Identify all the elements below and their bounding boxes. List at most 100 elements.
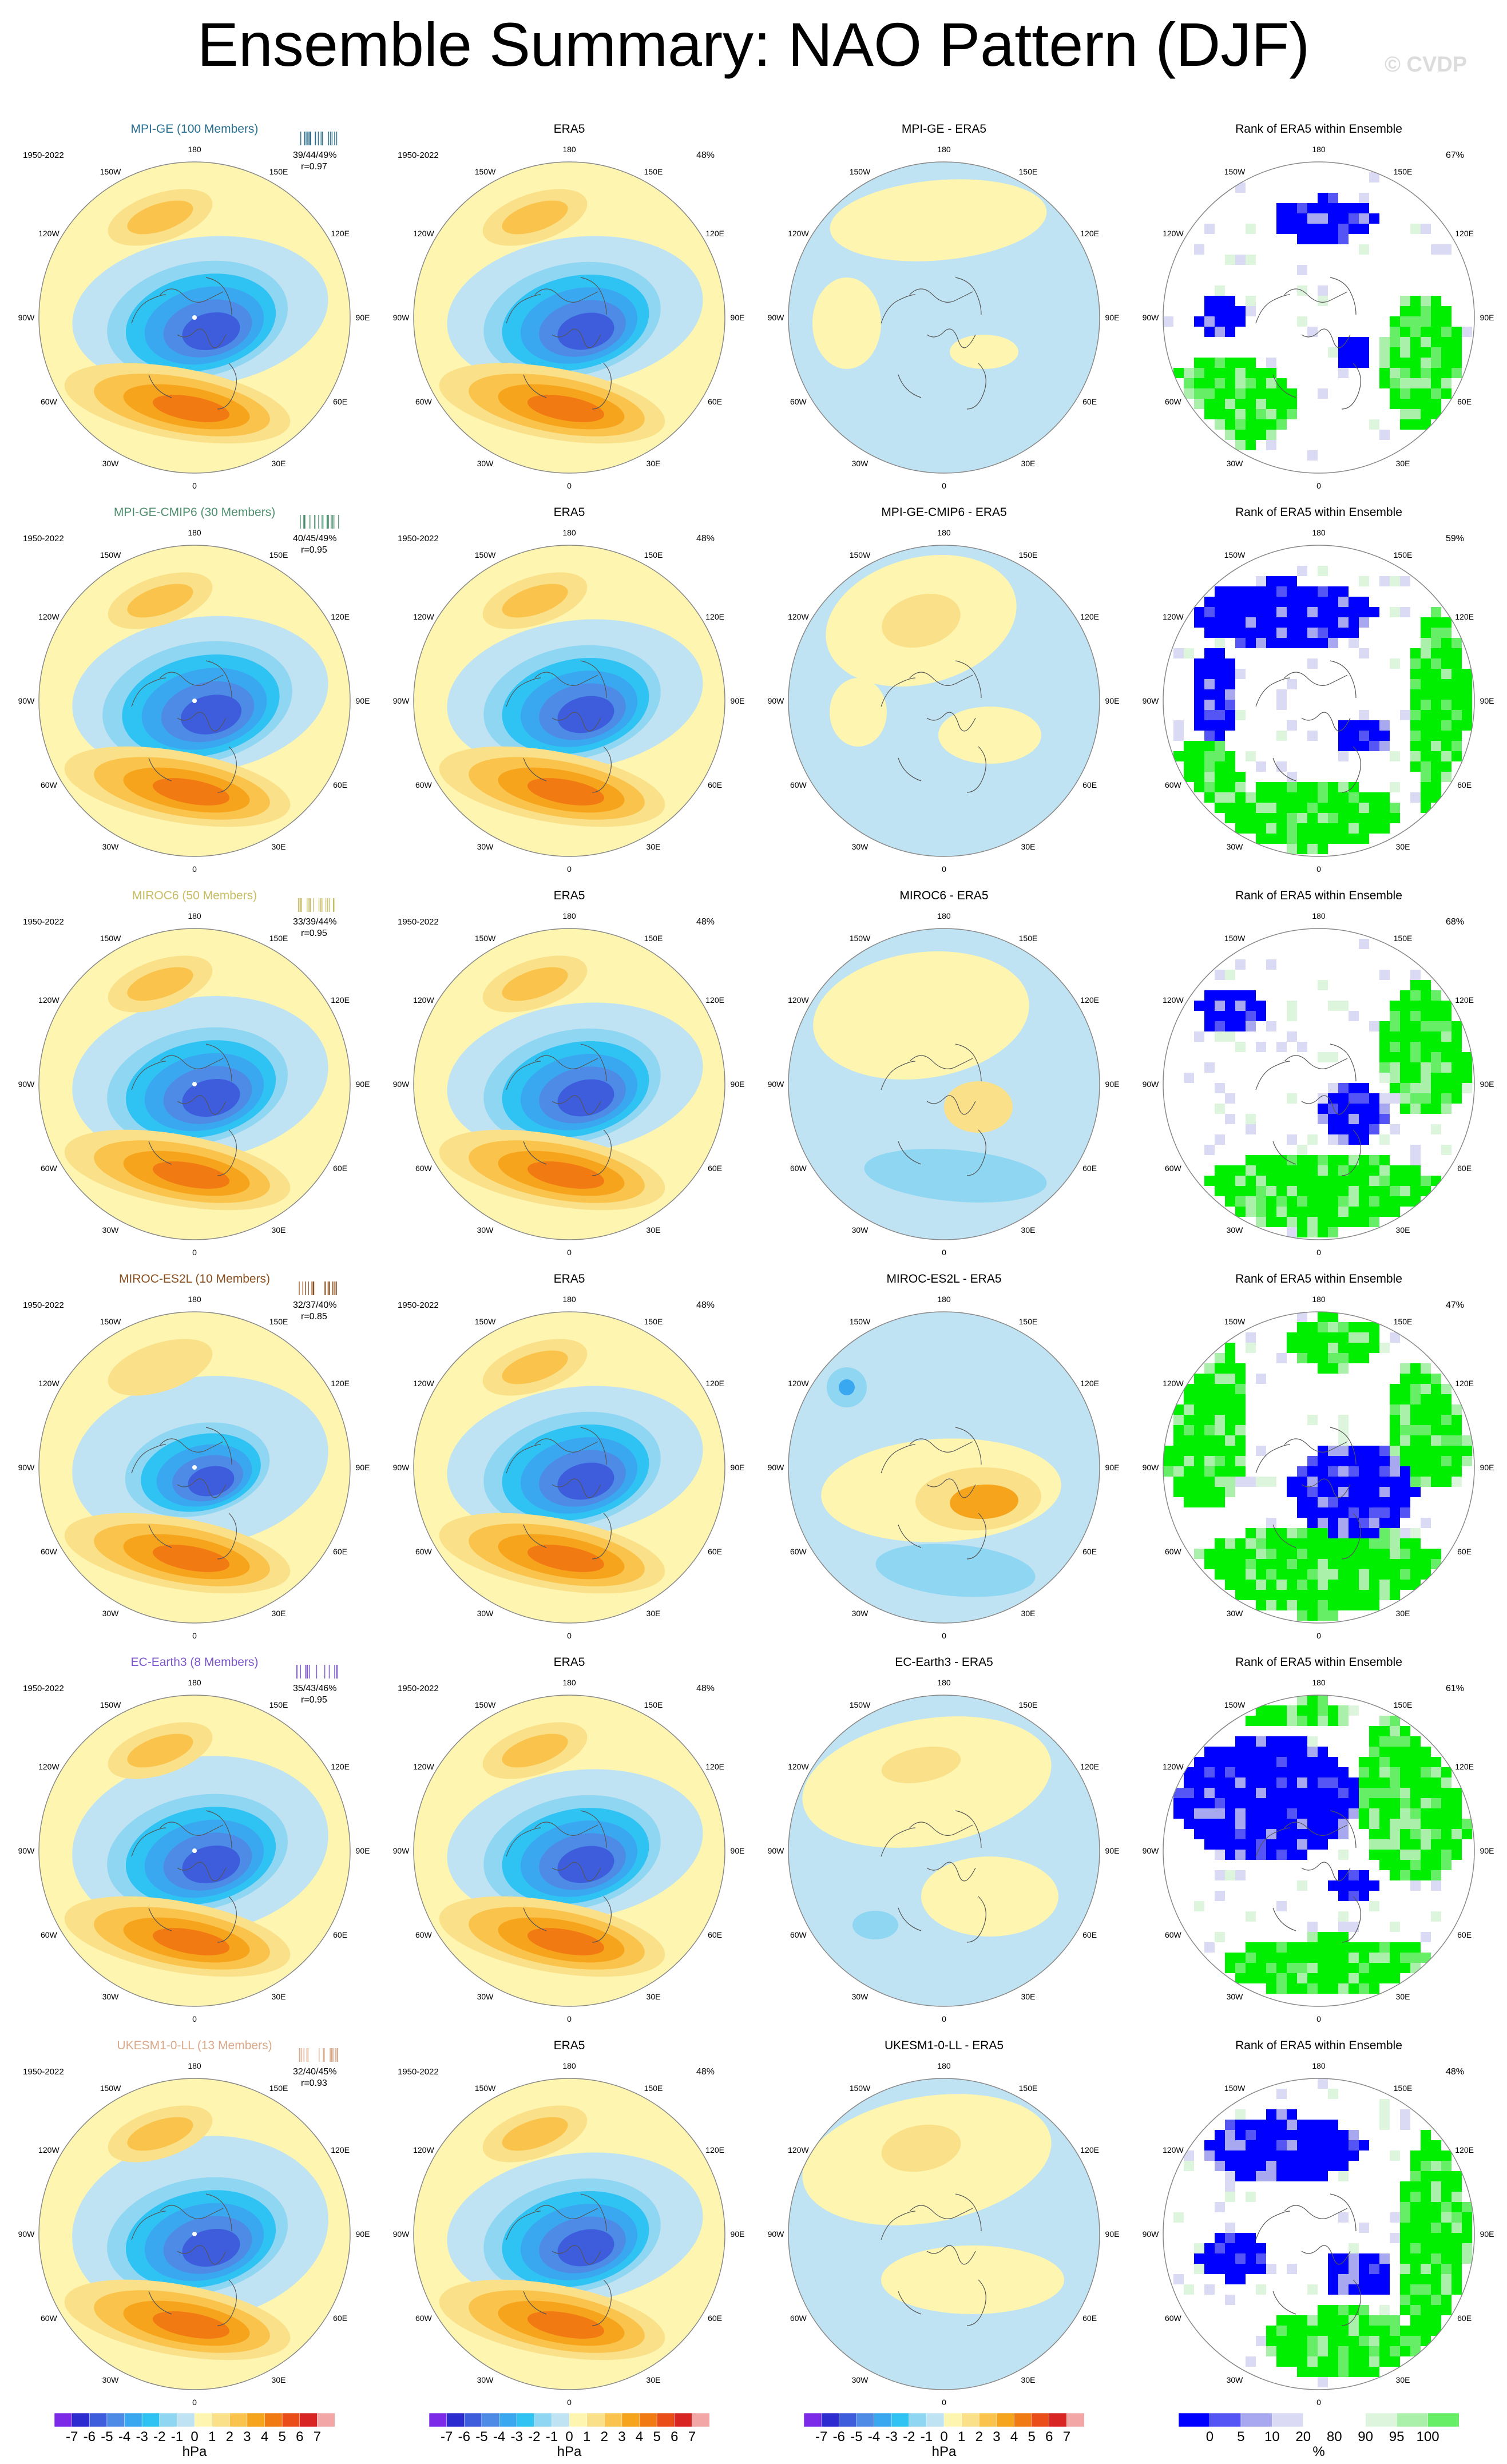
rank-cell	[1297, 203, 1307, 213]
longitude-label: 60W	[40, 1547, 57, 1556]
rank-cell	[1215, 2243, 1225, 2253]
longitude-label: 90E	[1105, 696, 1120, 705]
longitude-label: 150E	[269, 1317, 288, 1327]
rank-cell	[1184, 1435, 1194, 1446]
rank-cell	[1235, 1011, 1246, 1021]
rank-cell	[1441, 1404, 1452, 1415]
rank-cell	[1194, 658, 1204, 669]
rank-cell	[1462, 327, 1472, 337]
rank-cell	[1369, 1850, 1379, 1860]
rank-cell	[1287, 2315, 1297, 2326]
rank-cell	[1287, 213, 1297, 224]
era5-variance: 48%	[696, 150, 715, 160]
rank-cell	[1246, 1767, 1256, 1777]
rank-cell	[1297, 1353, 1307, 1363]
rank-cell	[1297, 1042, 1307, 1052]
rank-cell	[1390, 1186, 1400, 1196]
longitude-label: 150W	[474, 1317, 496, 1327]
longitude-label: 90E	[355, 696, 370, 705]
colorbar-units: hPa	[557, 2444, 582, 2459]
rank-cell	[1421, 358, 1431, 368]
rank-cell	[1246, 1942, 1256, 1953]
rank-cell	[1328, 1363, 1338, 1374]
rank-cell	[1215, 399, 1225, 409]
rank-cell	[1266, 617, 1276, 628]
rank-cell	[1225, 1114, 1235, 1124]
rank-cell	[1194, 1549, 1204, 1559]
positive-anomaly-contour	[152, 1161, 230, 1189]
rank-cell	[1215, 803, 1225, 813]
rank-cell	[1246, 617, 1256, 628]
rank-cell	[1173, 2212, 1184, 2223]
rank-cell	[1369, 1829, 1379, 1839]
rank-cell	[1421, 316, 1431, 327]
rank-cell	[1173, 751, 1184, 761]
rank-cell	[1235, 1207, 1246, 1217]
rank-cell	[1318, 1497, 1328, 1507]
rank-cell	[1256, 1850, 1266, 1860]
rank-cell	[1215, 2264, 1225, 2274]
longitude-label: 60E	[708, 1930, 723, 1939]
rank-cell	[1184, 2150, 1194, 2161]
rank-cell	[1421, 388, 1431, 399]
rank-cell	[1328, 1353, 1338, 1363]
colorbar-swatch	[1049, 2413, 1068, 2427]
rank-cell	[1276, 419, 1287, 430]
rank-cell	[1307, 1518, 1318, 1528]
negative-difference-area	[875, 1544, 1036, 1597]
rank-cell	[1266, 358, 1276, 368]
rank-cell	[1338, 1559, 1349, 1569]
rank-cell	[1297, 1757, 1307, 1767]
rank-cell	[1349, 337, 1359, 347]
rank-cell	[1431, 1176, 1441, 1186]
rank-cell	[1225, 1093, 1235, 1104]
longitude-label: 150E	[644, 167, 663, 177]
rank-cell	[1338, 1114, 1349, 1124]
rank-cell	[1287, 597, 1297, 607]
rank-cell	[1204, 1798, 1215, 1808]
rank-cell	[1328, 1497, 1338, 1507]
rank-cell	[1204, 1757, 1215, 1767]
longitude-label: 180	[937, 1295, 951, 1304]
longitude-label: 150E	[269, 2084, 288, 2093]
coastline	[1341, 1896, 1361, 1943]
rank-cell	[1307, 1322, 1318, 1332]
longitude-label: 180	[1312, 911, 1326, 920]
rank-cell	[1194, 1404, 1204, 1415]
era5-panel-title: ERA5	[553, 1656, 585, 1669]
era5-panel-title: ERA5	[553, 1272, 585, 1285]
rank-cell	[1328, 1487, 1338, 1497]
coastline	[534, 672, 598, 686]
longitude-label: 150E	[1018, 2084, 1038, 2093]
pacific-positive-core	[127, 1733, 193, 1768]
rank-cell	[1410, 1363, 1421, 1374]
rank-cell	[1379, 1207, 1390, 1217]
rank-cell	[1431, 2243, 1441, 2253]
rank-cell	[1246, 1829, 1256, 1839]
rank-cell	[1328, 2336, 1338, 2346]
longitude-label: 0	[567, 481, 572, 490]
colorbar-units: hPa	[182, 2444, 207, 2459]
rank-cell	[1276, 224, 1287, 234]
rank-cell	[1256, 617, 1266, 628]
positive-difference-area	[881, 2245, 1064, 2314]
rank-cell	[1276, 1155, 1287, 1165]
rank-cell	[1441, 2161, 1452, 2171]
rank-cell	[1421, 617, 1431, 628]
rank-cell	[1359, 1870, 1369, 1880]
rank-cell	[1287, 2109, 1297, 2120]
rank-cell	[1297, 1788, 1307, 1798]
rank-cell	[1256, 1477, 1266, 1487]
rank-cell	[1276, 2150, 1287, 2161]
rank-cell	[1204, 1425, 1215, 1435]
longitude-label: 30W	[102, 2375, 119, 2384]
rank-cell	[1328, 813, 1338, 823]
rank-cell	[1318, 2078, 1328, 2089]
rank-cell	[1194, 1031, 1204, 1042]
rank-cell	[1410, 1788, 1421, 1798]
rank-cell	[1359, 2367, 1369, 2377]
coastline	[881, 2211, 916, 2240]
rank-cell	[1410, 1052, 1421, 1062]
rank-cell	[1441, 1850, 1452, 1860]
longitude-label: 30E	[646, 1608, 661, 1618]
